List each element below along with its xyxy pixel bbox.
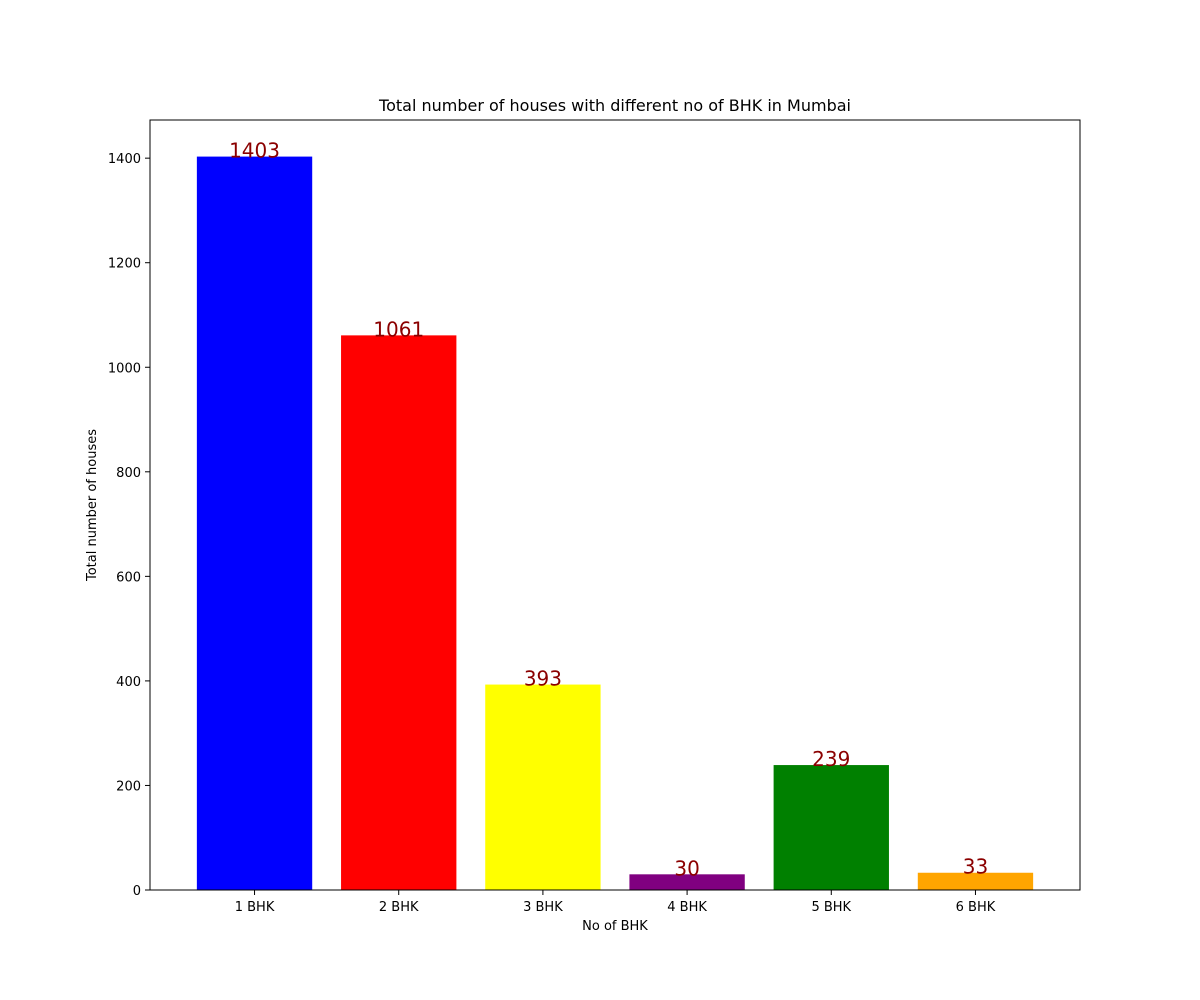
bars-group [196,156,1034,891]
y-tick-label: 400 [116,675,141,690]
bar [917,872,1034,890]
data-label: 239 [812,747,850,771]
data-label: 393 [524,667,562,691]
x-tick-label: 3 BHK [523,900,563,915]
bar [341,335,457,890]
data-label: 1061 [373,317,424,341]
y-axis-ticks: 0 200 400 600 800 1000 1200 1400 [108,152,150,899]
y-axis-label: Total number of houses [85,429,100,582]
y-tick-label: 800 [116,466,141,481]
data-labels-group: 1403 1061 393 30 239 33 [229,139,988,881]
y-tick-label: 600 [116,570,141,585]
bar [773,765,889,890]
data-label: 33 [963,855,988,879]
bar [629,874,745,890]
plot-frame [149,119,1081,891]
x-axis-label: No of BHK [582,919,648,934]
data-label: 1403 [229,139,280,163]
x-tick-label: 4 BHK [667,900,707,915]
y-tick-label: 0 [133,884,141,899]
x-tick-label: 5 BHK [811,900,851,915]
chart-title: Total number of houses with different no… [378,96,851,115]
x-tick-label: 6 BHK [956,900,996,915]
x-axis-ticks: 1 BHK 2 BHK 3 BHK 4 BHK 5 BHK 6 BHK [235,890,996,915]
data-label: 30 [674,856,699,880]
y-tick-label: 1000 [108,361,141,376]
x-tick-label: 1 BHK [235,900,275,915]
y-tick-label: 1400 [108,152,141,167]
bar [485,684,601,890]
bar [196,156,313,891]
x-tick-label: 2 BHK [379,900,419,915]
y-tick-label: 1200 [108,257,141,272]
y-tick-label: 200 [116,779,141,794]
